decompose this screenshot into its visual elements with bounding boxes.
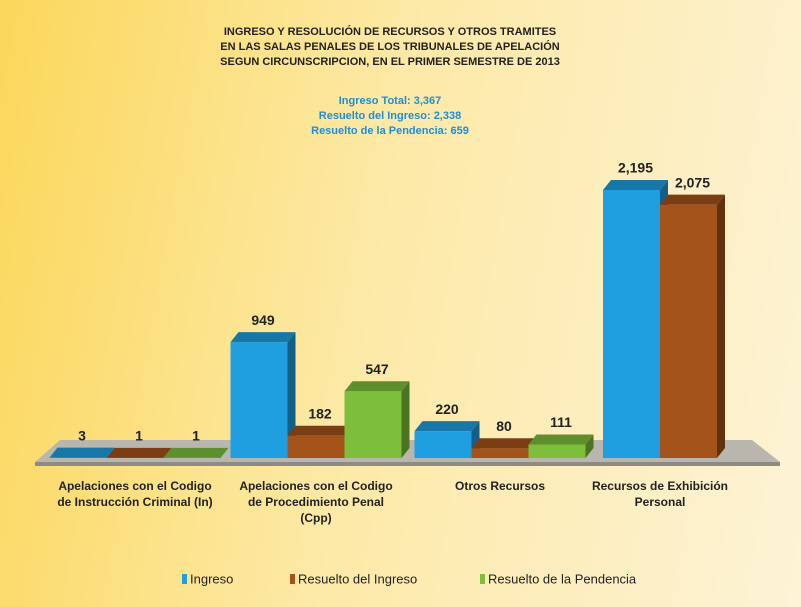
legend-label: Resuelto del Ingreso <box>298 571 417 586</box>
x-tick-label: Otros Recursos <box>454 479 546 493</box>
bar <box>230 342 288 458</box>
bar-top <box>344 381 410 392</box>
data-label: 1 <box>135 428 143 444</box>
legend-swatch <box>290 574 295 584</box>
bar-top <box>106 447 172 458</box>
legend-label: Ingreso <box>190 571 233 586</box>
annotation: Resuelto de la Pendencia: 659 <box>311 125 469 137</box>
data-label: 80 <box>496 418 512 434</box>
bar-side <box>585 434 594 458</box>
bar-top <box>471 438 537 449</box>
bar-side <box>220 447 229 458</box>
bar-side <box>717 194 725 458</box>
bar-side <box>287 332 296 458</box>
bar-top <box>287 425 353 436</box>
bar <box>528 444 586 458</box>
annotation: Resuelto del Ingreso: 2,338 <box>319 110 461 122</box>
bar-top <box>414 421 480 432</box>
bar-side <box>401 381 410 458</box>
annotation: Ingreso Total: 3,367 <box>339 95 442 107</box>
data-label: 182 <box>308 405 332 421</box>
data-label: 547 <box>365 361 389 377</box>
legend-swatch <box>480 574 485 584</box>
data-label: 2,195 <box>618 160 653 176</box>
bar <box>287 435 345 458</box>
chart-title: SEGUN CIRCUNSCRIPCION, EN EL PRIMER SEME… <box>220 56 560 68</box>
bar <box>603 190 660 458</box>
bar-top <box>230 332 296 343</box>
bar-top <box>528 434 594 445</box>
data-label: 111 <box>550 414 572 430</box>
bar <box>660 204 717 458</box>
data-label: 3 <box>78 427 86 443</box>
chart-title: EN LAS SALAS PENALES DE LOS TRIBUNALES D… <box>220 40 559 53</box>
bar <box>414 431 472 458</box>
x-tick-label: Apelaciones con el Codigo de Procedimien… <box>239 479 393 525</box>
x-tick-label: Apelaciones con el Codigo de Instrucción… <box>57 479 213 509</box>
bar-top <box>660 194 725 205</box>
x-tick-label: Recursos de Exhibición Personal <box>591 479 729 509</box>
bar <box>471 448 529 458</box>
legend-label: Resuelto de la Pendencia <box>488 571 637 586</box>
floor-edge <box>35 462 780 466</box>
bar-top <box>163 447 229 458</box>
bar-top <box>49 447 115 458</box>
data-label: 2,075 <box>675 174 710 190</box>
bar <box>344 391 402 458</box>
legend-swatch <box>182 574 187 584</box>
bar-top <box>603 180 668 190</box>
data-label: 949 <box>251 312 275 328</box>
chart-title: INGRESO Y RESOLUCIÓN DE RECURSOS Y OTROS… <box>224 25 556 38</box>
data-label: 1 <box>192 428 200 444</box>
data-label: 220 <box>435 401 459 417</box>
